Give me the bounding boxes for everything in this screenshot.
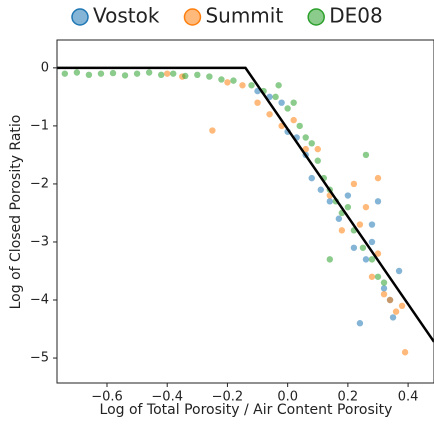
y-tick-label: −3 [30,234,49,249]
point [194,71,201,79]
point [380,279,388,286]
point [290,99,297,106]
point [401,349,409,356]
point [218,76,225,83]
legend-marker [71,8,89,26]
point [284,105,291,112]
point [109,69,117,77]
point [356,221,364,228]
point [308,140,315,147]
point [97,70,105,77]
point [133,70,141,77]
point [121,72,129,79]
point [230,77,237,84]
x-tick-label: 0.4 [398,390,419,405]
point [290,116,297,124]
point [359,244,367,251]
x-tick-label: −0.4 [151,390,183,405]
point [335,215,343,222]
point [224,79,231,86]
point [209,127,216,134]
point [266,111,273,118]
x-axis-label: Log of Total Porosity / Air Content Poro… [100,402,393,418]
point [314,145,321,153]
legend-marker [307,8,325,26]
point [386,296,394,304]
point [170,70,177,77]
point [374,250,382,257]
point [326,256,334,263]
point [302,134,309,141]
point [164,70,171,77]
point [380,291,388,298]
y-tick-label: −4 [30,293,49,308]
x-tick-label: −0.2 [212,390,244,405]
point [278,99,285,106]
model-line [57,66,434,343]
point [362,151,370,159]
point [296,122,303,130]
legend-marker [183,8,202,26]
point [362,203,370,211]
plot-frame [56,39,434,384]
point [157,71,165,79]
point [350,244,358,251]
point [374,174,382,182]
y-tick-label: 0 [41,60,49,75]
point [356,320,364,327]
point [73,69,81,76]
point [326,198,334,205]
point [368,221,376,228]
point [380,285,388,292]
point [248,82,255,89]
legend-label: Summit [205,4,283,28]
point [389,314,397,321]
point [368,256,376,263]
y-tick-label: −1 [30,118,49,133]
point [392,308,400,315]
point [182,72,189,80]
point [338,227,346,234]
legend-label: DE08 [329,4,383,28]
point [374,198,382,205]
point [272,93,279,101]
point [344,203,352,211]
point [239,82,246,89]
point [368,273,376,280]
point [344,192,352,199]
y-tick-label: −2 [30,176,49,191]
x-tick-label: −0.6 [91,390,123,405]
point [302,145,309,153]
point [206,73,213,80]
point [254,99,261,106]
y-tick-label: −5 [30,351,49,366]
point [362,256,370,263]
point [61,70,69,77]
point [350,180,358,188]
point [275,82,282,89]
point [317,186,324,193]
x-tick-label: 0.2 [338,390,359,405]
point [395,267,403,275]
point [398,302,406,310]
point [368,238,376,246]
y-axis-label: Log of Closed Porosity Ratio [8,115,24,310]
legend-label: Vostok [93,4,160,28]
point [308,174,315,182]
point [145,69,153,76]
x-tick-label: 0.0 [277,390,298,405]
point [85,71,93,79]
point [374,273,382,280]
point [314,157,321,164]
